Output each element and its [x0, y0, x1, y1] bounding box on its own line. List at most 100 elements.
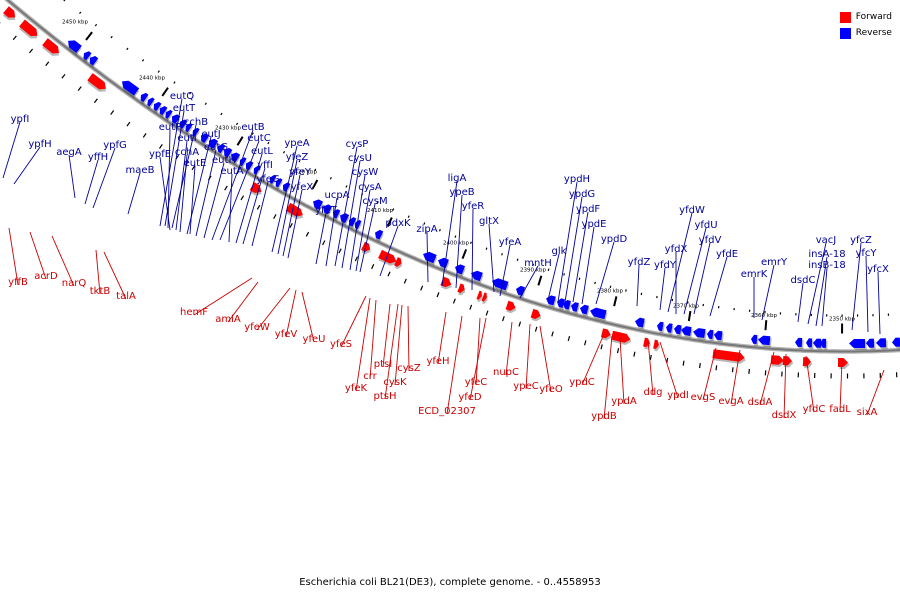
reverse-gene-label-leader — [195, 149, 217, 237]
reverse-gene-arrow — [269, 174, 277, 187]
minor-tick-bottom — [240, 195, 245, 201]
legend-reverse: Reverse — [839, 25, 892, 41]
reverse-gene-label: eutA — [220, 166, 243, 177]
forward-gene-label-leader — [301, 291, 315, 343]
forward-gene-label: ddg — [643, 387, 662, 398]
forward-gene-label-leader — [227, 281, 259, 323]
forward-gene-label: cysK — [383, 377, 407, 388]
minor-tick-bottom — [403, 278, 407, 284]
minor-tick-bottom — [28, 48, 34, 54]
reverse-gene-arrow — [706, 329, 715, 342]
minor-tick-bottom — [879, 372, 881, 378]
position-label: 2350 kbp — [829, 317, 855, 323]
minor-tick-top — [298, 159, 301, 163]
minor-tick-bottom — [322, 240, 326, 246]
reverse-gene-label: yfcZ — [850, 235, 872, 246]
reverse-gene-arrow-body — [313, 199, 324, 210]
forward-gene-label-leader — [29, 231, 47, 280]
minor-tick-top — [733, 307, 735, 311]
reverse-gene-arrow — [634, 317, 646, 330]
forward-gene-label-leader — [619, 337, 625, 405]
minor-tick-bottom — [551, 331, 554, 337]
position-label: 2360 kbp — [751, 313, 777, 319]
reverse-gene-arrow — [349, 217, 357, 230]
reverse-gene-label: ucpA — [324, 190, 349, 201]
reverse-gene-arrow-body — [239, 157, 247, 167]
forward-gene-label-leader — [95, 249, 101, 295]
reverse-gene-label: eutL — [251, 146, 273, 157]
reverse-gene-arrow-body — [706, 329, 714, 340]
minor-tick-bottom — [45, 61, 50, 67]
reverse-gene-label-leader — [499, 244, 511, 297]
reverse-gene-arrow — [275, 178, 283, 190]
reverse-gene-arrow — [471, 270, 484, 284]
reverse-gene-arrow — [491, 278, 510, 293]
minor-tick-top — [79, 11, 82, 15]
major-tick — [461, 248, 468, 260]
reverse-gene-label: ypdD — [601, 234, 628, 245]
reverse-gene-arrow-body — [666, 323, 673, 333]
legend-reverse-label: Reverse — [855, 28, 892, 38]
reverse-gene-label: yfcX — [867, 264, 889, 275]
major-tick — [537, 275, 543, 286]
minor-tick-top — [454, 235, 457, 238]
minor-tick-top — [126, 47, 129, 51]
forward-gene-label-leader — [369, 299, 377, 380]
forward-gene-label: narQ — [62, 278, 87, 289]
minor-tick-top — [189, 92, 192, 95]
major-tick — [687, 310, 692, 322]
forward-gene-arrow-body — [782, 356, 792, 366]
position-label: 2430 kbp — [215, 126, 241, 132]
reverse-gene-label-leader — [251, 181, 269, 247]
minor-tick-top — [532, 263, 535, 267]
reverse-gene-label: zipA — [416, 224, 437, 235]
reverse-gene-arrow-body — [714, 330, 723, 341]
reverse-gene-arrow-body — [217, 143, 226, 154]
reverse-gene-arrow-body — [757, 335, 771, 346]
forward-gene-arrow — [653, 339, 661, 352]
minor-tick-top — [856, 314, 859, 317]
reverse-gene-arrow-body — [693, 328, 706, 339]
minor-tick-top — [235, 122, 239, 126]
minor-tick-bottom — [485, 310, 489, 316]
reverse-gene-arrow-body — [68, 40, 82, 54]
minor-tick-bottom — [567, 335, 571, 342]
reverse-gene-label: ypdF — [576, 204, 601, 215]
minor-tick-bottom — [584, 340, 587, 346]
minor-tick-top — [810, 313, 812, 317]
reverse-gene-label: ypfE — [149, 149, 171, 160]
forward-gene-arrow — [837, 357, 850, 370]
reverse-gene-arrow — [751, 334, 759, 347]
reverse-gene-arrow-body — [751, 334, 758, 345]
reverse-gene-label-leader — [171, 124, 197, 229]
reverse-gene-arrow-body — [282, 182, 291, 192]
reverse-gene-arrow-body — [634, 317, 645, 328]
forward-gene-label: hemF — [180, 307, 208, 318]
minor-tick-top — [251, 132, 254, 135]
minor-tick-top — [141, 59, 145, 62]
minor-tick-top — [94, 23, 98, 27]
minor-tick-bottom — [273, 214, 277, 220]
reverse-gene-label: yfeZ — [286, 152, 309, 163]
reverse-gene-label-leader — [572, 211, 589, 303]
reverse-gene-label: insA-18 — [808, 249, 845, 260]
minor-tick-top — [887, 313, 890, 316]
reverse-gene-label: dsdC — [791, 275, 816, 286]
forward-gene-arrow-body — [481, 292, 487, 302]
reverse-gene-label: ypfI — [11, 114, 30, 125]
forward-gene-label-leader — [759, 351, 775, 406]
reverse-gene-arrow-body — [153, 101, 162, 112]
reverse-gene-arrow — [313, 199, 324, 213]
reverse-gene-label-leader — [271, 145, 298, 253]
reverse-gene-arrow-body — [820, 338, 827, 348]
reverse-gene-arrow — [140, 92, 149, 105]
reverse-gene-arrow-body — [208, 138, 219, 149]
forward-gene-arrow-body — [770, 355, 784, 365]
reverse-gene-label-leader — [287, 189, 303, 259]
minor-tick-bottom — [142, 133, 147, 138]
forward-gene-arrow — [457, 283, 466, 296]
reverse-gene-arrow — [217, 143, 226, 156]
reverse-gene-label-leader — [68, 154, 76, 199]
reverse-gene-label-leader — [488, 223, 495, 293]
reverse-gene-arrow — [681, 326, 693, 339]
